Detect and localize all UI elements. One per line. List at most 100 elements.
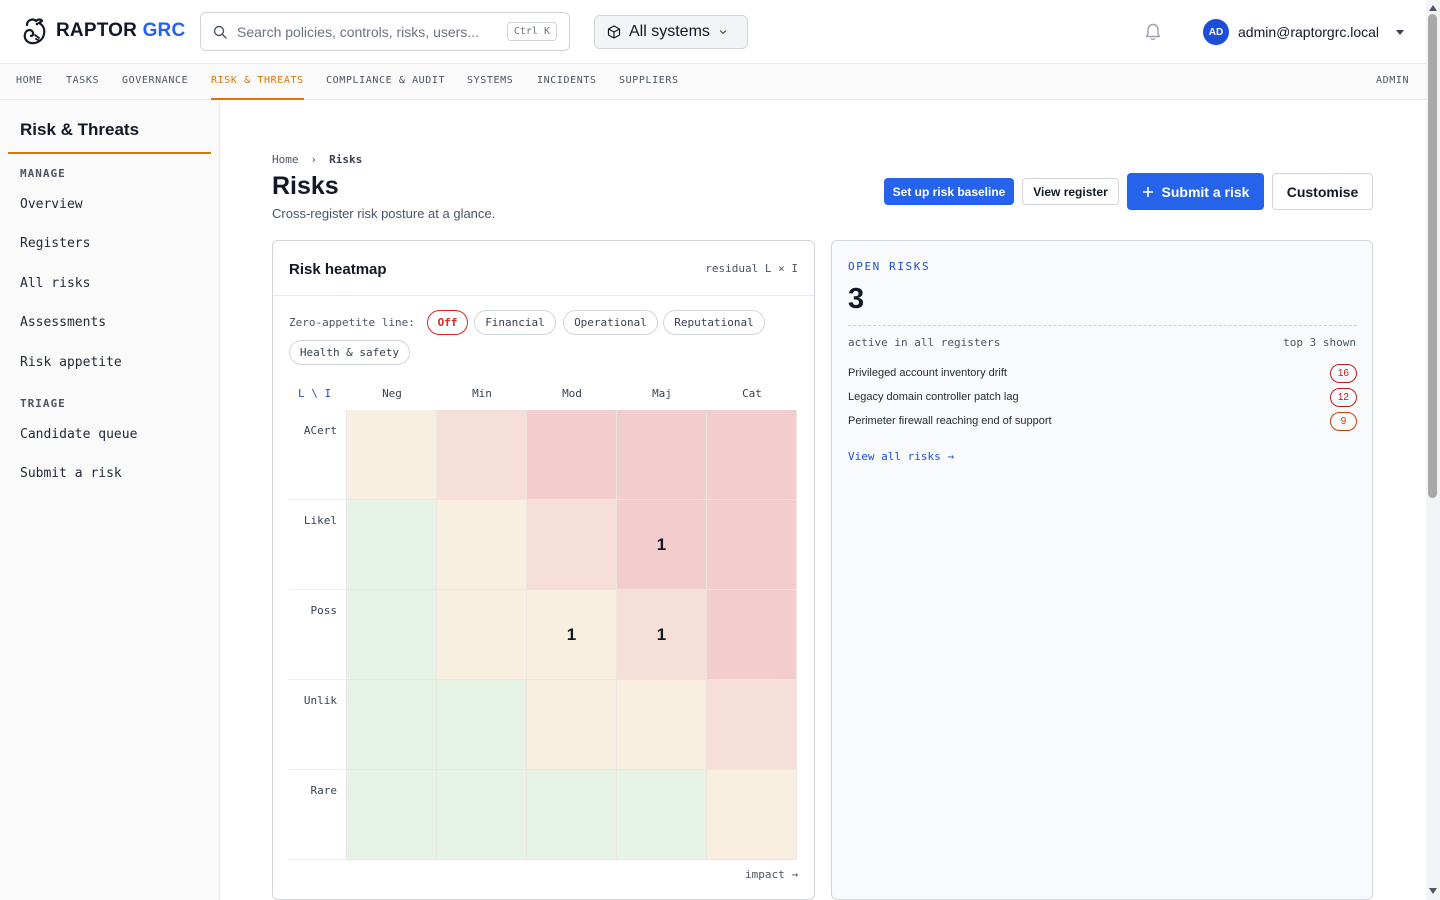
user-menu[interactable]: AD admin@raptorgrc.local	[1203, 19, 1405, 45]
breadcrumb-home[interactable]: Home	[272, 153, 299, 166]
heatmap-grid: L \ I Neg Min Mod Maj Cat ACert Likel 1 Poss 1 1 Un…	[289, 378, 799, 861]
heatmap-cell[interactable]: 1	[617, 590, 707, 680]
nav-compliance-audit[interactable]: COMPLIANCE & AUDIT	[326, 75, 446, 86]
sidebar-section-triage: TRIAGE	[20, 397, 66, 410]
open-risks-card: OPEN RISKS 3 active in all registers top…	[831, 240, 1373, 900]
nav-tasks[interactable]: TASKS	[66, 75, 100, 86]
sidebar-item-all-risks[interactable]: All risks	[20, 276, 91, 291]
heatmap-cell[interactable]	[617, 770, 707, 860]
top-bar: RAPTOR GRC Ctrl K All systems AD admin@r…	[0, 0, 1426, 64]
page-title: Risks	[272, 172, 339, 200]
main-nav: HOME TASKS GOVERNANCE RISK & THREATS COM…	[0, 64, 1426, 100]
app-logo[interactable]: RAPTOR GRC	[22, 17, 185, 45]
risk-score-badge: 12	[1329, 387, 1357, 407]
chip-operational[interactable]: Operational	[563, 310, 658, 335]
nav-systems[interactable]: SYSTEMS	[467, 75, 514, 86]
heatmap-cell[interactable]	[437, 590, 527, 680]
nav-admin[interactable]: ADMIN	[1376, 75, 1410, 86]
heatmap-row-header: Rare	[289, 770, 347, 860]
heatmap-cell[interactable]	[347, 770, 437, 860]
page-scrollbar[interactable]	[1426, 0, 1440, 900]
chip-off[interactable]: Off	[427, 310, 468, 335]
sidebar-title: Risk & Threats	[20, 120, 140, 139]
sidebar-item-submit-risk[interactable]: Submit a risk	[20, 466, 122, 481]
chip-health-safety[interactable]: Health & safety	[289, 340, 410, 365]
heatmap-cell[interactable]	[347, 680, 437, 770]
heatmap-row-header: ACert	[289, 410, 347, 500]
heatmap-row-header: Likel	[289, 500, 347, 590]
view-register-button[interactable]: View register	[1022, 178, 1119, 205]
heatmap-cell[interactable]	[707, 410, 797, 500]
nav-governance[interactable]: GOVERNANCE	[122, 75, 189, 86]
risk-name: Privileged account inventory drift	[848, 367, 1007, 379]
nav-home[interactable]: HOME	[16, 75, 43, 86]
heatmap-cell[interactable]	[527, 770, 617, 860]
heatmap-cell[interactable]	[707, 590, 797, 680]
avatar: AD	[1203, 19, 1229, 45]
search-shortcut-hint: Ctrl K	[506, 22, 557, 41]
submit-risk-label: Submit a risk	[1161, 183, 1250, 200]
heatmap-cell[interactable]	[437, 410, 527, 500]
heatmap-cell[interactable]	[707, 500, 797, 590]
breadcrumb-separator: ›	[310, 153, 318, 166]
list-item[interactable]: Perimeter firewall reaching end of suppo…	[848, 411, 1357, 431]
sidebar-item-registers[interactable]: Registers	[20, 236, 91, 251]
search-input[interactable]	[237, 23, 507, 40]
risk-name: Legacy domain controller patch lag	[848, 391, 1019, 403]
app-name: RAPTOR GRC	[56, 20, 186, 41]
breadcrumb: Home › Risks	[272, 153, 362, 166]
heatmap-mode: residual L × I	[705, 262, 798, 275]
scrollbar-thumb[interactable]	[1428, 14, 1437, 498]
sidebar-item-risk-appetite[interactable]: Risk appetite	[20, 355, 122, 370]
risk-name: Perimeter firewall reaching end of suppo…	[848, 415, 1052, 427]
sidebar-item-candidate-queue[interactable]: Candidate queue	[20, 427, 138, 442]
scroll-down-arrow-icon[interactable]	[1429, 888, 1437, 894]
heatmap-cell[interactable]: 1	[617, 500, 707, 590]
view-all-risks-link[interactable]: View all risks →	[848, 450, 954, 463]
page-subtitle: Cross-register risk posture at a glance.	[272, 206, 496, 221]
heatmap-cell[interactable]: 1	[527, 590, 617, 680]
heatmap-cell[interactable]	[707, 770, 797, 860]
nav-incidents[interactable]: INCIDENTS	[537, 75, 597, 86]
heatmap-cell[interactable]	[707, 680, 797, 770]
caret-down-icon	[1396, 29, 1405, 35]
notifications-bell-icon[interactable]	[1143, 22, 1163, 42]
nav-risk-threats[interactable]: RISK & THREATS	[211, 64, 304, 100]
heatmap-cell[interactable]	[437, 680, 527, 770]
breadcrumb-current: Risks	[329, 153, 363, 166]
heatmap-cell[interactable]	[527, 500, 617, 590]
list-item[interactable]: Privileged account inventory drift 16	[848, 363, 1357, 383]
scroll-up-arrow-icon[interactable]	[1429, 5, 1437, 11]
heatmap-cell[interactable]	[347, 500, 437, 590]
heatmap-cell[interactable]	[527, 410, 617, 500]
chip-financial[interactable]: Financial	[474, 310, 556, 335]
global-search[interactable]: Ctrl K	[200, 12, 570, 51]
heatmap-cell[interactable]	[527, 680, 617, 770]
heatmap-column-header: Cat	[742, 387, 762, 400]
heatmap-cell[interactable]	[617, 680, 707, 770]
sidebar-section-manage: MANAGE	[20, 167, 66, 180]
heatmap-cell[interactable]	[437, 770, 527, 860]
impact-axis-label: impact →	[745, 868, 798, 881]
nav-suppliers[interactable]: SUPPLIERS	[619, 75, 679, 86]
system-selector[interactable]: All systems	[594, 15, 748, 49]
heatmap-cell[interactable]	[437, 500, 527, 590]
sidebar-item-assessments[interactable]: Assessments	[20, 315, 107, 330]
open-risks-scope: active in all registers	[848, 336, 1001, 349]
sidebar-item-overview[interactable]: Overview	[20, 197, 83, 212]
system-selector-label: All systems	[629, 23, 710, 40]
cube-icon	[607, 25, 621, 39]
set-up-baseline-button[interactable]: Set up risk baseline	[884, 178, 1014, 205]
heatmap-column-header: Neg	[382, 387, 402, 400]
heatmap-cell[interactable]	[347, 590, 437, 680]
chip-reputational[interactable]: Reputational	[663, 310, 765, 335]
list-item[interactable]: Legacy domain controller patch lag 12	[848, 387, 1357, 407]
sidebar: Risk & Threats MANAGE Overview Registers…	[0, 100, 220, 900]
sidebar-title-underline	[8, 152, 211, 154]
heatmap-title: Risk heatmap	[289, 261, 387, 278]
submit-risk-button[interactable]: Submit a risk	[1127, 173, 1264, 210]
heatmap-cell[interactable]	[617, 410, 707, 500]
search-icon	[213, 25, 227, 39]
customise-button[interactable]: Customise	[1272, 173, 1373, 210]
heatmap-cell[interactable]	[347, 410, 437, 500]
